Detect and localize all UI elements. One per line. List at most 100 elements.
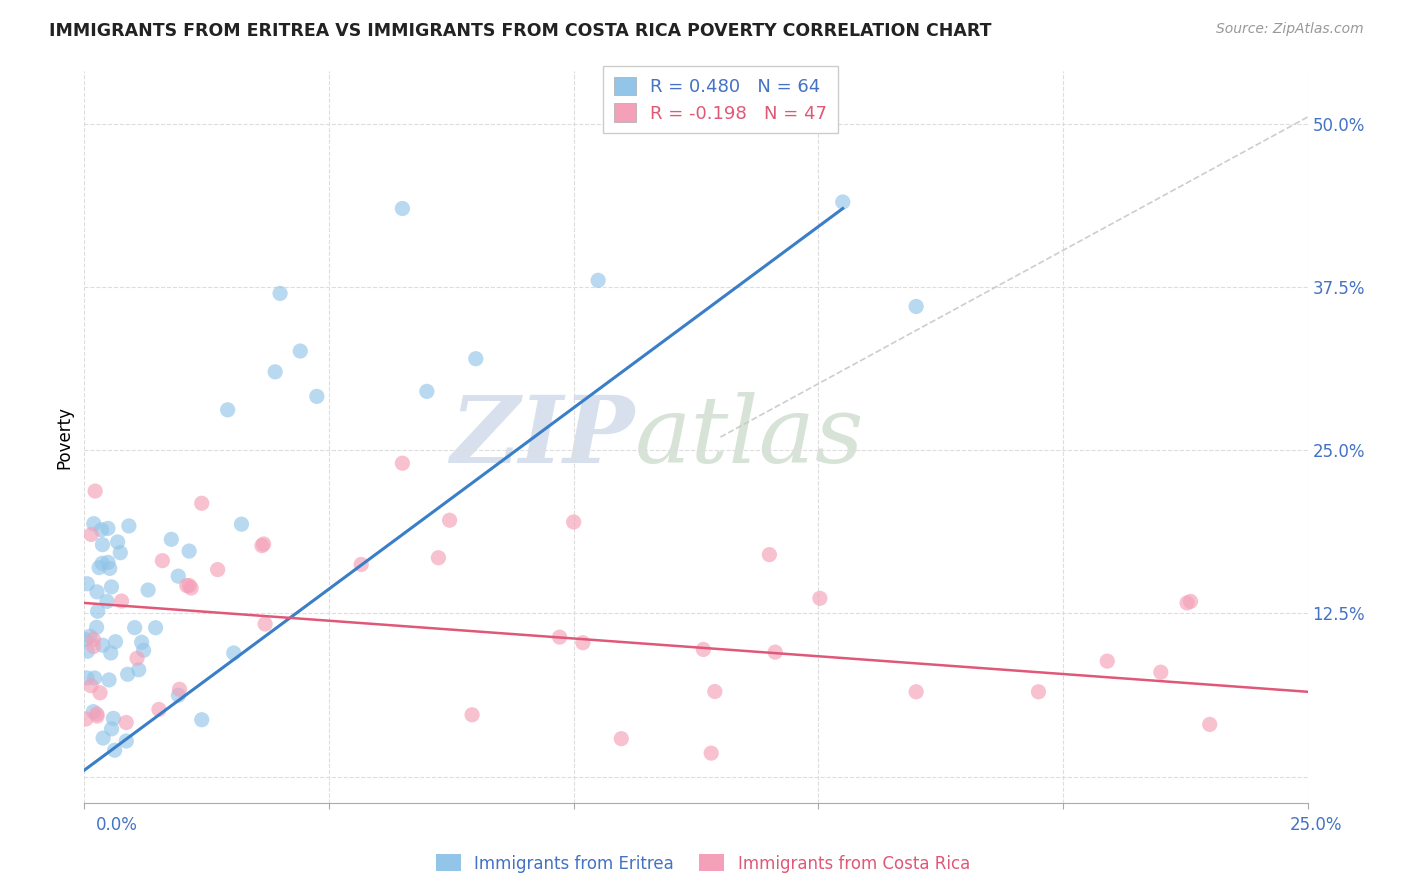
Point [91, 538, 114, 552]
Point [1180, 594, 1202, 608]
Point [136, 582, 159, 597]
Point [190, 496, 212, 510]
Point [98, 561, 121, 575]
Point [131, 635, 153, 649]
Point [808, 591, 831, 606]
Point [117, 667, 139, 681]
Point [250, 539, 273, 553]
Point [439, 513, 461, 527]
Point [167, 569, 190, 583]
Point [103, 711, 125, 725]
Point [207, 563, 229, 577]
Point [610, 731, 633, 746]
Point [586, 273, 609, 287]
Point [391, 202, 413, 216]
Point [572, 636, 595, 650]
Point [124, 621, 146, 635]
Point [82, 632, 104, 647]
Point [107, 535, 129, 549]
Point [391, 456, 413, 470]
Point [76, 644, 98, 658]
Point [132, 643, 155, 657]
Point [160, 533, 183, 547]
Point [548, 630, 571, 644]
Point [905, 685, 928, 699]
Point [79, 629, 101, 643]
Point [763, 645, 786, 659]
Text: Source: ZipAtlas.com: Source: ZipAtlas.com [1216, 22, 1364, 37]
Point [90, 523, 112, 537]
Point [115, 715, 138, 730]
Point [96, 594, 118, 608]
Point [148, 702, 170, 716]
Point [179, 578, 201, 592]
Legend: Immigrants from Eritrea, Immigrants from Costa Rica: Immigrants from Eritrea, Immigrants from… [429, 847, 977, 880]
Point [125, 651, 148, 665]
Point [87, 560, 110, 574]
Point [700, 746, 723, 760]
Point [128, 663, 150, 677]
Point [84, 484, 107, 499]
Point [305, 389, 328, 403]
Point [145, 621, 167, 635]
Y-axis label: Poverty: Poverty [55, 406, 73, 468]
Point [1097, 654, 1119, 668]
Point [190, 713, 212, 727]
Point [98, 673, 121, 687]
Point [180, 581, 202, 595]
Point [100, 646, 122, 660]
Point [167, 688, 190, 702]
Point [110, 546, 132, 560]
Legend: R = 0.480   N = 64, R = -0.198   N = 47: R = 0.480 N = 64, R = -0.198 N = 47 [603, 66, 838, 133]
Point [290, 344, 312, 359]
Point [1198, 717, 1220, 731]
Point [562, 515, 585, 529]
Point [82, 705, 104, 719]
Point [86, 709, 108, 723]
Point [100, 722, 122, 736]
Point [905, 300, 928, 314]
Point [86, 620, 108, 634]
Point [86, 604, 108, 618]
Point [104, 743, 127, 757]
Point [76, 576, 98, 591]
Point [75, 712, 97, 726]
Point [75, 632, 97, 647]
Text: 0.0%: 0.0% [96, 816, 138, 834]
Text: 25.0%: 25.0% [1291, 816, 1343, 834]
Point [254, 617, 277, 632]
Point [91, 731, 114, 745]
Point [217, 402, 239, 417]
Point [89, 686, 111, 700]
Point [264, 365, 287, 379]
Point [831, 194, 853, 209]
Point [86, 706, 108, 721]
Point [1175, 596, 1198, 610]
Point [169, 682, 191, 697]
Point [83, 671, 105, 685]
Point [100, 580, 122, 594]
Point [76, 671, 98, 685]
Point [86, 585, 108, 599]
Point [1028, 685, 1050, 699]
Point [91, 638, 114, 652]
Point [97, 521, 120, 535]
Point [461, 707, 484, 722]
Point [703, 684, 725, 698]
Point [222, 646, 245, 660]
Point [179, 544, 201, 558]
Point [269, 286, 291, 301]
Point [82, 640, 104, 654]
Point [110, 594, 132, 608]
Point [1150, 665, 1173, 680]
Point [150, 554, 173, 568]
Point [464, 351, 486, 366]
Point [758, 548, 780, 562]
Point [118, 519, 141, 533]
Point [104, 634, 127, 648]
Point [80, 527, 103, 541]
Point [80, 679, 103, 693]
Point [416, 384, 439, 399]
Point [231, 517, 253, 532]
Point [350, 558, 373, 572]
